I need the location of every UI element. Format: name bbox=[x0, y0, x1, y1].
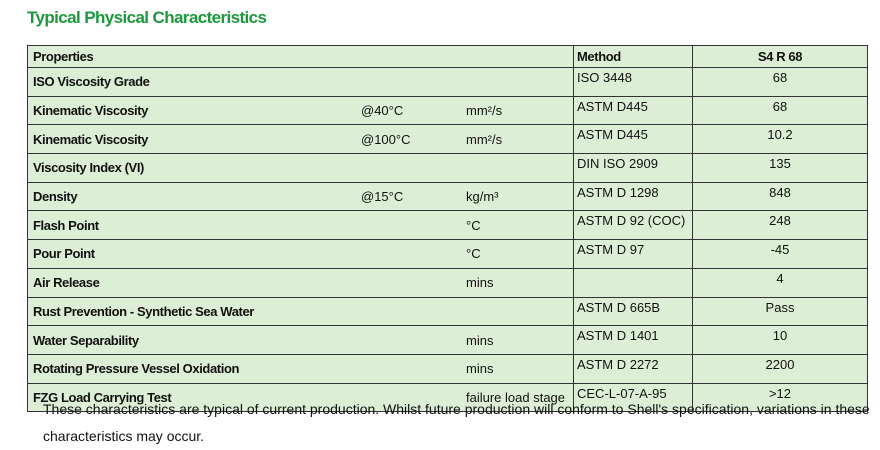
table-cell: ASTM D445 bbox=[573, 95, 693, 126]
table-cell: FZG Load Carrying Test bbox=[27, 382, 356, 413]
table-cell: DIN ISO 2909 bbox=[573, 153, 693, 183]
table-cell: Water Separability bbox=[27, 325, 356, 355]
table-cell: failure load stage bbox=[461, 382, 574, 413]
table-cell: ASTM D 1298 bbox=[573, 181, 693, 212]
table-cell: 10 bbox=[692, 325, 868, 355]
table-row: Rotating Pressure Vessel Oxidation mins AS… bbox=[27, 353, 868, 384]
table-cell bbox=[461, 296, 574, 327]
table-cell: mins bbox=[461, 353, 574, 384]
table-cell: Kinematic Viscosity bbox=[27, 124, 356, 155]
table-cell: °C bbox=[461, 210, 574, 241]
header-cell: Properties bbox=[27, 45, 574, 68]
table-cell bbox=[356, 382, 461, 413]
table-cell: ASTM D445 bbox=[573, 124, 693, 155]
table-cell: Pour Point bbox=[27, 239, 356, 269]
table-cell: 68 bbox=[692, 95, 868, 126]
table-cell: @15°C bbox=[356, 181, 461, 212]
table-cell: Rotating Pressure Vessel Oxidation bbox=[27, 353, 356, 384]
table-row: Viscosity Index (VI) DIN ISO 2909 135 bbox=[27, 153, 868, 183]
header-cell: S4 R 68 bbox=[692, 45, 868, 68]
table-cell: 4 bbox=[692, 267, 868, 298]
table-cell: 68 bbox=[692, 67, 868, 97]
table-cell: Density bbox=[27, 181, 356, 212]
table-cell: Kinematic Viscosity bbox=[27, 95, 356, 126]
table-cell: mm²/s bbox=[461, 95, 574, 126]
table-row: Kinematic Viscosity @100°C mm²/s ASTM D445 1… bbox=[27, 124, 868, 155]
table-cell: Rust Prevention - Synthetic Sea Water bbox=[27, 296, 356, 327]
table-body: Properties Method S4 R 68 ISO Viscosity … bbox=[27, 45, 868, 413]
table-row: Rust Prevention - Synthetic Sea Water AST… bbox=[27, 296, 868, 327]
table-row: FZG Load Carrying Test failure load stage… bbox=[27, 382, 868, 413]
table-cell bbox=[356, 239, 461, 269]
table-cell bbox=[573, 267, 693, 298]
table-cell: Air Release bbox=[27, 267, 356, 298]
table-cell: -45 bbox=[692, 239, 868, 269]
table-cell bbox=[461, 67, 574, 97]
table-cell: 848 bbox=[692, 181, 868, 212]
footnote: These characteristics are typical of cur… bbox=[43, 401, 870, 444]
table-cell: mm²/s bbox=[461, 124, 574, 155]
table-cell: 135 bbox=[692, 153, 868, 183]
table-cell: 2200 bbox=[692, 353, 868, 384]
table-cell bbox=[461, 153, 574, 183]
table-cell: Flash Point bbox=[27, 210, 356, 241]
table-cell bbox=[356, 153, 461, 183]
table-cell: mins bbox=[461, 267, 574, 298]
table-cell: @40°C bbox=[356, 95, 461, 126]
table-cell bbox=[356, 210, 461, 241]
table-cell: ASTM D 665B bbox=[573, 296, 693, 327]
table-cell bbox=[356, 353, 461, 384]
table-cell: Pass bbox=[692, 296, 868, 327]
table-row: Water Separability mins ASTM D 1401 10 bbox=[27, 325, 868, 355]
table-cell: >12 bbox=[692, 382, 868, 413]
characteristics-table: Properties Method S4 R 68 ISO Viscosity … bbox=[27, 45, 868, 413]
table-cell: °C bbox=[461, 239, 574, 269]
table-cell: 248 bbox=[692, 210, 868, 241]
table-row: Air Release mins 4 bbox=[27, 267, 868, 298]
table-row: Pour Point °C ASTM D 97 -45 bbox=[27, 239, 868, 269]
table-cell bbox=[356, 267, 461, 298]
table-cell: ASTM D 1401 bbox=[573, 325, 693, 355]
table-cell bbox=[356, 67, 461, 97]
table-cell: ISO Viscosity Grade bbox=[27, 67, 356, 97]
table-cell: 10.2 bbox=[692, 124, 868, 155]
table-cell: @100°C bbox=[356, 124, 461, 155]
table-row: Flash Point °C ASTM D 92 (COC) 248 bbox=[27, 210, 868, 241]
table-cell: ASTM D 2272 bbox=[573, 353, 693, 384]
header-row: Properties Method S4 R 68 bbox=[27, 45, 868, 68]
table-cell: ASTM D 97 bbox=[573, 239, 693, 269]
table-row: ISO Viscosity Grade ISO 3448 68 bbox=[27, 67, 868, 97]
table-cell: Viscosity Index (VI) bbox=[27, 153, 356, 183]
table-cell bbox=[356, 325, 461, 355]
table-row: Density @15°C kg/m³ ASTM D 1298 848 bbox=[27, 181, 868, 212]
table-cell: ASTM D 92 (COC) bbox=[573, 210, 693, 241]
table-row: Kinematic Viscosity @40°C mm²/s ASTM D445 68 bbox=[27, 95, 868, 126]
table-cell: kg/m³ bbox=[461, 181, 574, 212]
table-cell bbox=[356, 296, 461, 327]
header-cell: Method bbox=[573, 45, 693, 68]
table-cell: ISO 3448 bbox=[573, 67, 693, 97]
section-title: Typical Physical Characteristics bbox=[27, 8, 267, 27]
table-cell: mins bbox=[461, 325, 574, 355]
table-cell: CEC-L-07-A-95 bbox=[573, 382, 693, 413]
